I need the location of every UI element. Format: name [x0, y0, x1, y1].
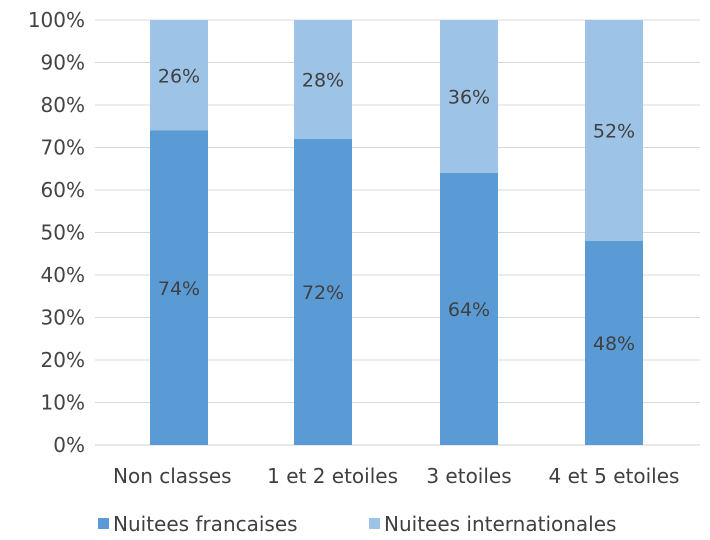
- data-label: 52%: [593, 121, 635, 143]
- bar-segment: [585, 20, 643, 241]
- y-tick-label: 90%: [41, 51, 85, 75]
- legend-label: Nuitees internationales: [384, 512, 616, 536]
- y-tick-label: 20%: [41, 348, 85, 372]
- y-axis-tick-labels: 0% 10% 20% 30% 40% 50% 60% 70% 80% 90% 100%: [28, 8, 85, 457]
- y-tick-label: 80%: [41, 93, 85, 117]
- y-tick-label: 50%: [41, 221, 85, 245]
- data-label: 74%: [158, 278, 200, 300]
- y-tick-label: 10%: [41, 391, 85, 415]
- legend: Nuitees francaises Nuitees internationale…: [98, 512, 616, 536]
- bars: [150, 20, 643, 445]
- x-category-label: 3 etoiles: [426, 464, 511, 488]
- x-axis-category-labels: Non classes 1 et 2 etoiles 3 etoiles 4 et 5…: [113, 464, 679, 488]
- y-tick-label: 0%: [53, 433, 85, 457]
- bar-segment: [440, 20, 498, 173]
- y-tick-label: 60%: [41, 178, 85, 202]
- y-tick-label: 30%: [41, 306, 85, 330]
- y-tick-label: 70%: [41, 136, 85, 160]
- bar-segment: [440, 173, 498, 445]
- y-tick-label: 40%: [41, 263, 85, 287]
- data-label: 28%: [302, 70, 344, 92]
- x-category-label: 1 et 2 etoiles: [267, 464, 398, 488]
- data-label: 48%: [593, 333, 635, 355]
- legend-swatch: [98, 518, 109, 529]
- bar-segment: [585, 241, 643, 445]
- data-label: 72%: [302, 282, 344, 304]
- legend-label: Nuitees francaises: [113, 512, 298, 536]
- x-category-label: 4 et 5 etoiles: [549, 464, 680, 488]
- data-label: 64%: [448, 299, 490, 321]
- bar-segment: [150, 130, 208, 445]
- data-label: 36%: [448, 87, 490, 109]
- data-labels: 74% 26% 72% 28% 64% 36% 48% 52%: [158, 65, 635, 355]
- bar-segment: [294, 139, 352, 445]
- legend-swatch: [369, 518, 380, 529]
- data-label: 26%: [158, 65, 200, 87]
- x-category-label: Non classes: [113, 464, 232, 488]
- bar-segment: [150, 20, 208, 131]
- bar-segment: [294, 20, 352, 139]
- y-tick-label: 100%: [28, 8, 85, 32]
